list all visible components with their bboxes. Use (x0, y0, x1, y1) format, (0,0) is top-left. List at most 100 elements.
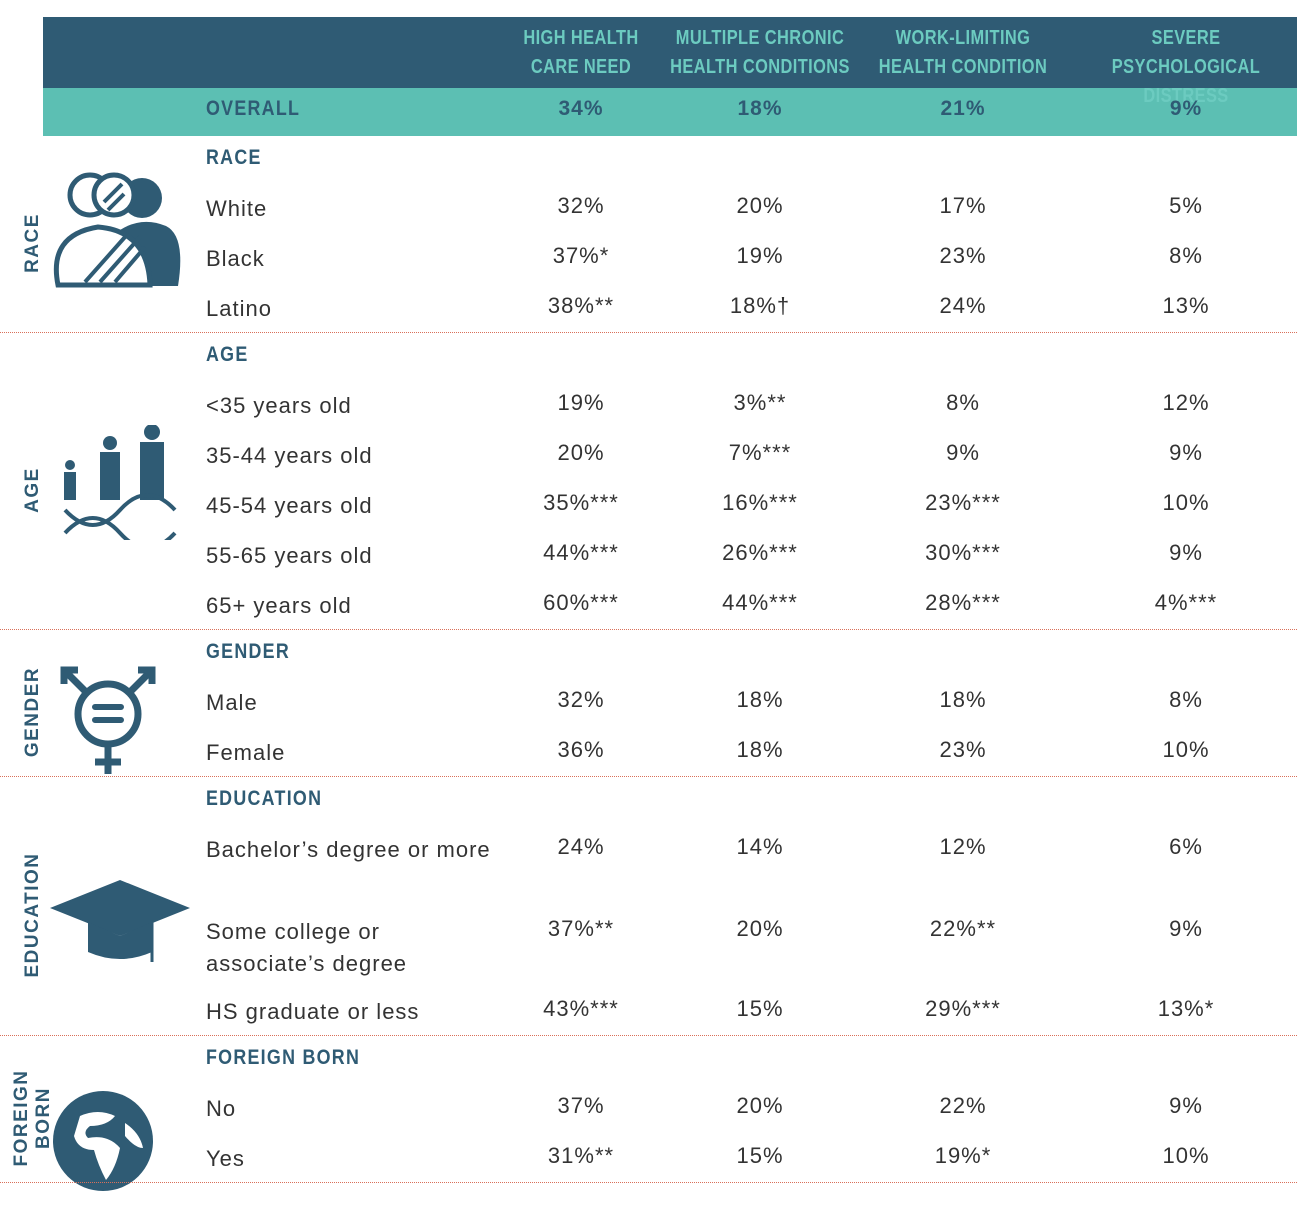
data-row: White 32% 20% 17% 5% (0, 182, 1297, 232)
section-heading: FOREIGN BORN (206, 1046, 361, 1069)
overall-bar (43, 88, 1297, 136)
cell-value: 16%*** (722, 490, 798, 515)
overall-value: 34% (558, 97, 604, 120)
cell-value: 18% (736, 737, 784, 762)
section: FOREIGN BORN No 37% 20% 22% 9% Yes 31%** 15% 19%*… (0, 1036, 1297, 1183)
cell-value: 44%*** (543, 540, 619, 565)
data-row: <35 years old 19% 3%** 8% 12% (0, 379, 1297, 429)
cell-value: 8% (1169, 243, 1203, 268)
cell-value: 22% (939, 1093, 987, 1118)
data-row: Male 32% 18% 18% 8% (0, 676, 1297, 726)
column-header-line: WORK-LIMITING (895, 27, 1031, 49)
cell-value: 24% (557, 834, 605, 859)
data-row: Latino 38%** 18%† 24% 13% (0, 282, 1297, 332)
side-label-line: RACE (22, 212, 43, 273)
row-label: 35-44 years old (206, 443, 373, 468)
column-header-line: CARE NEED (530, 56, 632, 78)
row-label: Yes (206, 1146, 245, 1171)
cell-value: 37%** (547, 916, 615, 941)
overall-value: 18% (737, 97, 783, 120)
side-label-line: EDUCATION (22, 851, 43, 978)
cell-value: 28%*** (925, 590, 1001, 615)
column-header-line: MULTIPLE CHRONIC (675, 27, 845, 49)
cell-value: 12% (939, 834, 987, 859)
cell-value: 18% (736, 687, 784, 712)
row-label: White (206, 196, 268, 221)
cell-value: 6% (1169, 834, 1203, 859)
side-label: AGE (22, 467, 44, 513)
data-row: Some college or associate’s degree 37%** 2… (0, 905, 1297, 985)
data-row: 65+ years old 60%*** 44%*** 28%*** 4%*** (0, 579, 1297, 629)
column-header: HIGH HEALTH CARE NEED (483, 24, 680, 82)
cell-value: 5% (1169, 193, 1203, 218)
section-heading-row: FOREIGN BORN (0, 1036, 1297, 1082)
cell-value: 44%*** (722, 590, 798, 615)
cell-value: 19% (736, 243, 784, 268)
column-header-line: HIGH HEALTH (523, 27, 639, 49)
cell-value: 9% (1169, 440, 1203, 465)
cell-value: 9% (1169, 540, 1203, 565)
row-label: Male (206, 690, 258, 715)
cell-value: 29%*** (925, 996, 1001, 1021)
cell-value: 26%*** (722, 540, 798, 565)
cell-value: 15% (736, 1143, 784, 1168)
data-row: 55-65 years old 44%*** 26%*** 30%*** 9% (0, 529, 1297, 579)
cell-value: 7%*** (728, 440, 792, 465)
row-label: <35 years old (206, 393, 352, 418)
section-heading: AGE (206, 343, 249, 366)
cell-value: 13%* (1157, 996, 1215, 1021)
data-row: No 37% 20% 22% 9% (0, 1082, 1297, 1132)
column-header-line: HEALTH CONDITIONS (670, 56, 850, 78)
overall-value: 9% (1169, 97, 1203, 120)
cell-value: 31%** (547, 1143, 615, 1168)
header-bar (43, 17, 1297, 88)
data-row: 45-54 years old 35%*** 16%*** 23%*** 10% (0, 479, 1297, 529)
cell-value: 12% (1162, 390, 1210, 415)
cell-value: 23% (939, 737, 987, 762)
column-header-line: DISTRESS (1143, 85, 1229, 107)
cell-value: 32% (557, 193, 605, 218)
section-heading-row: AGE (0, 333, 1297, 379)
cell-value: 22%** (929, 916, 997, 941)
overall-label: OVERALL (206, 97, 301, 120)
cell-value: 9% (1169, 1093, 1203, 1118)
section-heading: RACE (206, 146, 262, 169)
cell-value: 24% (939, 293, 987, 318)
section-heading-row: RACE (0, 136, 1297, 182)
cell-value: 9% (946, 440, 980, 465)
cell-value: 8% (1169, 687, 1203, 712)
row-label: No (206, 1096, 237, 1121)
cell-value: 43%*** (543, 996, 619, 1021)
cell-value: 20% (736, 916, 784, 941)
cell-value: 37% (557, 1093, 605, 1118)
row-label: HS graduate or less (206, 999, 420, 1024)
data-row: Yes 31%** 15% 19%* 10% (0, 1132, 1297, 1182)
section-heading-row: GENDER (0, 630, 1297, 676)
section-heading-row: EDUCATION (0, 777, 1297, 823)
side-label-line: BORN (33, 1086, 54, 1149)
cell-value: 20% (557, 440, 605, 465)
side-label-line: GENDER (22, 666, 43, 757)
age-icon (63, 425, 177, 540)
cell-value: 3%** (733, 390, 787, 415)
row-label: Black (206, 246, 265, 271)
section-heading: EDUCATION (206, 787, 323, 810)
side-label-line: AGE (22, 466, 43, 513)
cell-value: 36% (557, 737, 605, 762)
education-icon (50, 880, 190, 962)
row-label: Some college or associate’s degree (206, 919, 408, 976)
side-label: RACE (22, 213, 44, 273)
cell-value: 4%*** (1154, 590, 1218, 615)
cell-value: 37%* (552, 243, 610, 268)
cell-value: 15% (736, 996, 784, 1021)
cell-value: 20% (736, 193, 784, 218)
cell-value: 18%† (729, 293, 791, 318)
side-label: GENDER (22, 666, 44, 756)
cell-value: 35%*** (543, 490, 619, 515)
cell-value: 13% (1162, 293, 1210, 318)
row-label: 45-54 years old (206, 493, 373, 518)
section: AGE <35 years old 19% 3%** 8% 12% 35-44 years … (0, 333, 1297, 630)
cell-value: 19%* (934, 1143, 992, 1168)
data-row: Bachelor’s degree or more 24% 14% 12% 6% (0, 823, 1297, 905)
